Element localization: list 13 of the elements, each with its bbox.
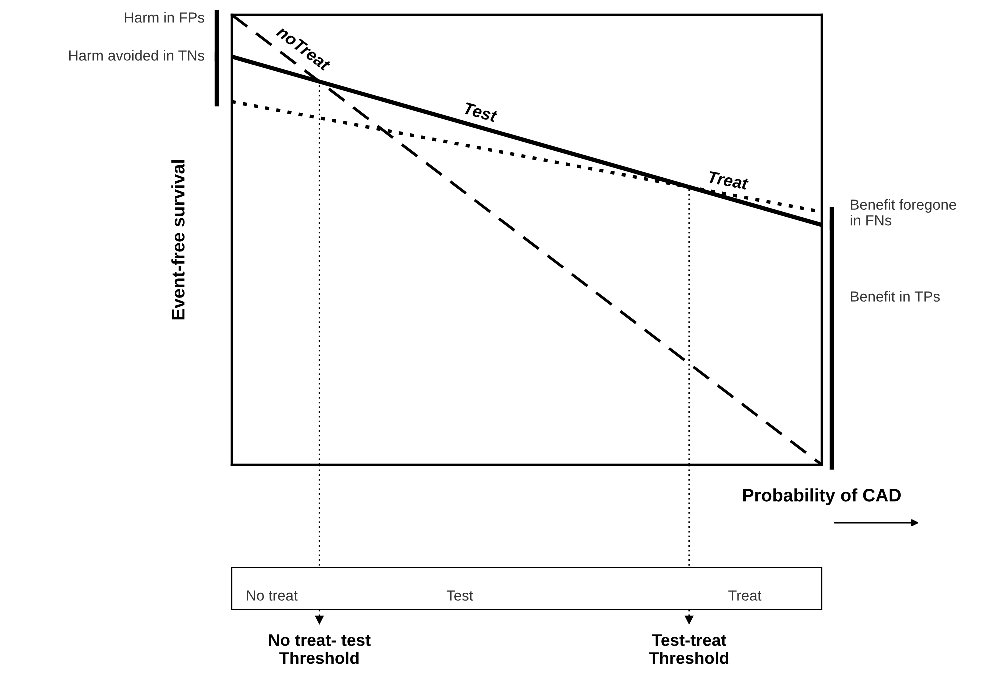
text: Test: [446, 590, 474, 601]
annotation: Harm avoided in TNs: [69, 50, 204, 61]
annotation: Harm in FPs: [125, 12, 204, 23]
text: No treat- test Threshold: [269, 634, 371, 664]
annotation: Benefit in TPs: [851, 291, 940, 302]
annotation: Benefit foregone in FNs: [850, 199, 956, 226]
text: No treat: [247, 590, 298, 601]
y-axis-title: Event-free survival: [172, 160, 185, 320]
x-axis-title: Probability of CAD: [743, 488, 901, 506]
text: Test-treat Threshold: [649, 634, 729, 664]
text: Treat: [728, 590, 762, 601]
text: Treat: [708, 171, 750, 190]
text: Test: [464, 102, 498, 123]
